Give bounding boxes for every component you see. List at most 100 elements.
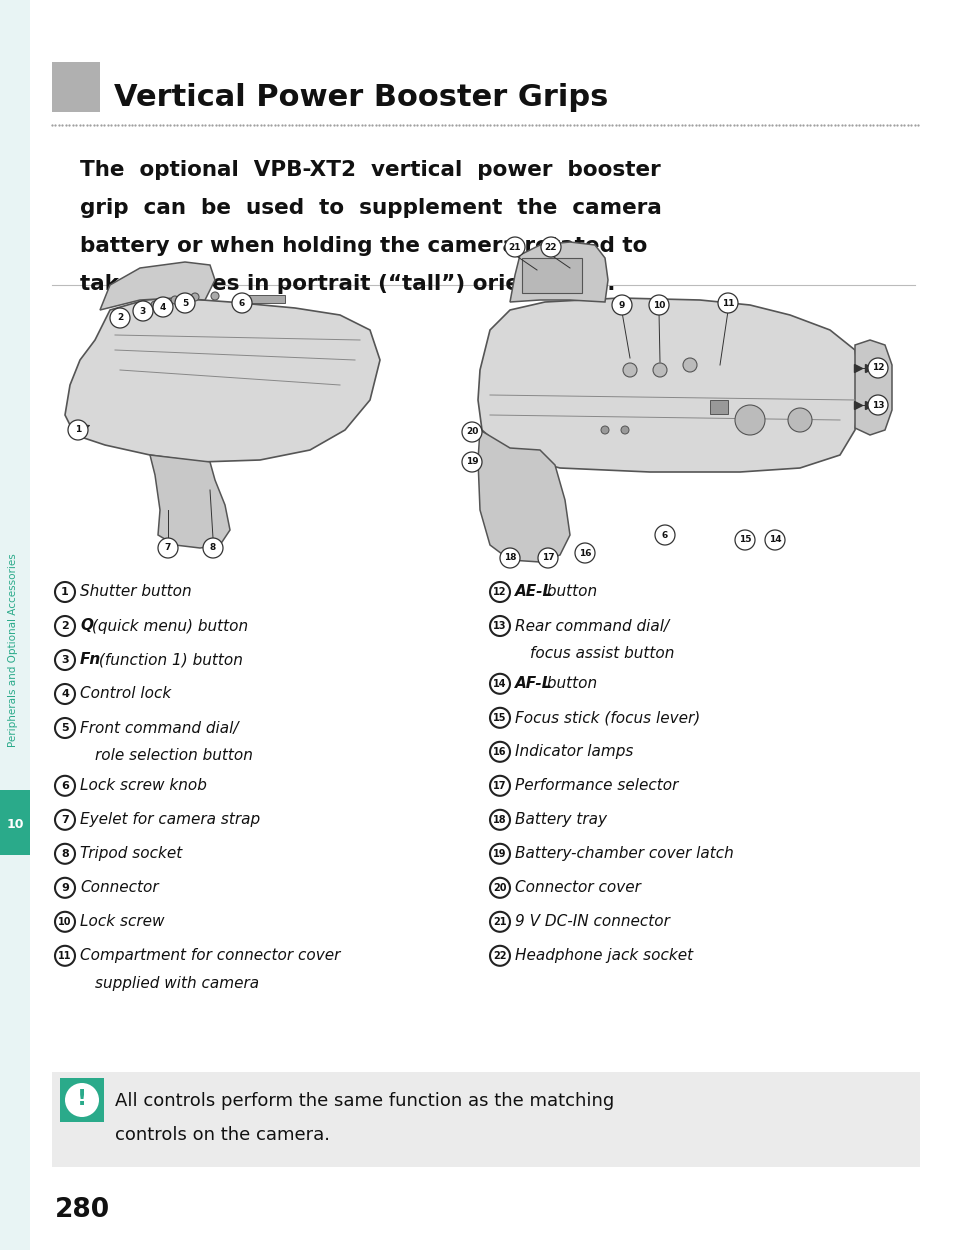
- Circle shape: [55, 810, 75, 830]
- Bar: [0, 790, 30, 855]
- Bar: [52, 1072, 919, 1168]
- Circle shape: [490, 741, 510, 761]
- Circle shape: [537, 548, 558, 568]
- Text: 280: 280: [55, 1198, 110, 1222]
- Text: (function 1) button: (function 1) button: [93, 652, 242, 668]
- Text: Fn: Fn: [80, 652, 101, 668]
- Circle shape: [203, 538, 223, 558]
- Text: 18: 18: [493, 815, 506, 825]
- Text: 22: 22: [493, 951, 506, 961]
- Text: 9: 9: [61, 882, 69, 892]
- Text: Focus stick (focus lever): Focus stick (focus lever): [515, 710, 700, 725]
- Circle shape: [734, 530, 754, 550]
- Circle shape: [648, 295, 668, 315]
- Polygon shape: [854, 340, 891, 435]
- Text: Front command dial/: Front command dial/: [80, 720, 238, 735]
- Text: 7: 7: [165, 544, 171, 552]
- Text: 7: 7: [61, 815, 69, 825]
- Text: 17: 17: [541, 554, 554, 562]
- Text: 1: 1: [74, 425, 81, 435]
- Text: 13: 13: [493, 621, 506, 631]
- Circle shape: [152, 298, 172, 318]
- Text: 18: 18: [503, 554, 516, 562]
- Bar: [60, 1078, 104, 1122]
- Text: Control lock: Control lock: [80, 686, 172, 701]
- Circle shape: [151, 301, 159, 309]
- Text: 1: 1: [61, 588, 69, 598]
- Text: 2: 2: [61, 621, 69, 631]
- Circle shape: [490, 776, 510, 796]
- Text: 2: 2: [117, 314, 123, 322]
- Text: 20: 20: [465, 428, 477, 436]
- Text: 20: 20: [493, 882, 506, 892]
- Polygon shape: [65, 298, 379, 462]
- Circle shape: [655, 525, 675, 545]
- Polygon shape: [100, 262, 214, 310]
- Text: 10: 10: [652, 300, 664, 310]
- Text: Q: Q: [80, 619, 92, 634]
- Text: 15: 15: [738, 535, 750, 545]
- Text: 11: 11: [721, 299, 734, 308]
- Bar: [0, 0, 30, 1250]
- Circle shape: [652, 362, 666, 378]
- Circle shape: [575, 542, 595, 562]
- Text: 5: 5: [61, 722, 69, 732]
- Text: 9 V DC-IN connector: 9 V DC-IN connector: [515, 914, 669, 929]
- Text: 19: 19: [493, 849, 506, 859]
- Circle shape: [490, 911, 510, 931]
- Text: (quick menu) button: (quick menu) button: [87, 619, 248, 634]
- Text: 12: 12: [871, 364, 883, 372]
- Circle shape: [55, 684, 75, 704]
- Bar: [709, 400, 727, 414]
- Text: Eyelet for camera strap: Eyelet for camera strap: [80, 812, 260, 828]
- Circle shape: [132, 301, 152, 321]
- Circle shape: [55, 776, 75, 796]
- Text: 3: 3: [61, 655, 69, 665]
- Text: 19: 19: [465, 458, 477, 466]
- Text: 16: 16: [493, 746, 506, 756]
- Text: Tripod socket: Tripod socket: [80, 846, 182, 861]
- Circle shape: [682, 357, 697, 372]
- Circle shape: [504, 238, 524, 258]
- Circle shape: [490, 844, 510, 864]
- Text: Compartment for connector cover: Compartment for connector cover: [80, 949, 340, 964]
- Text: 6: 6: [61, 781, 69, 791]
- Circle shape: [540, 238, 560, 258]
- Text: 6: 6: [238, 299, 245, 308]
- Circle shape: [55, 878, 75, 898]
- Text: grip  can  be  used  to  supplement  the  camera: grip can be used to supplement the camer…: [80, 198, 661, 217]
- Circle shape: [158, 538, 178, 558]
- Polygon shape: [477, 430, 569, 562]
- Text: 10: 10: [7, 819, 24, 831]
- Text: 5: 5: [182, 299, 188, 308]
- Text: 16: 16: [578, 549, 591, 558]
- Circle shape: [490, 707, 510, 727]
- Text: 13: 13: [871, 400, 883, 410]
- Text: Battery-chamber cover latch: Battery-chamber cover latch: [515, 846, 733, 861]
- Text: 4: 4: [160, 302, 166, 311]
- Text: 21: 21: [508, 242, 520, 251]
- Circle shape: [55, 946, 75, 966]
- Text: 8: 8: [61, 849, 69, 859]
- Text: 11: 11: [58, 951, 71, 961]
- Text: 15: 15: [493, 712, 506, 722]
- Text: controls on the camera.: controls on the camera.: [115, 1126, 330, 1144]
- Text: Rear command dial/: Rear command dial/: [515, 619, 668, 634]
- Text: battery or when holding the camera rotated to: battery or when holding the camera rotat…: [80, 236, 647, 256]
- Circle shape: [191, 292, 199, 301]
- Circle shape: [461, 422, 481, 442]
- Bar: [521, 258, 581, 292]
- Text: 8: 8: [210, 544, 216, 552]
- Text: 12: 12: [493, 588, 506, 598]
- Circle shape: [787, 408, 811, 432]
- Text: button: button: [541, 585, 597, 600]
- Circle shape: [499, 548, 519, 568]
- Text: 21: 21: [493, 916, 506, 926]
- Text: Lock screw: Lock screw: [80, 914, 164, 929]
- Text: Peripherals and Optional Accessories: Peripherals and Optional Accessories: [8, 552, 18, 746]
- Text: 6: 6: [661, 530, 667, 540]
- Circle shape: [55, 718, 75, 738]
- Circle shape: [764, 530, 784, 550]
- Text: take pictures in portrait (“tall”) orientation.: take pictures in portrait (“tall”) orien…: [80, 274, 615, 294]
- Text: Connector cover: Connector cover: [515, 880, 640, 895]
